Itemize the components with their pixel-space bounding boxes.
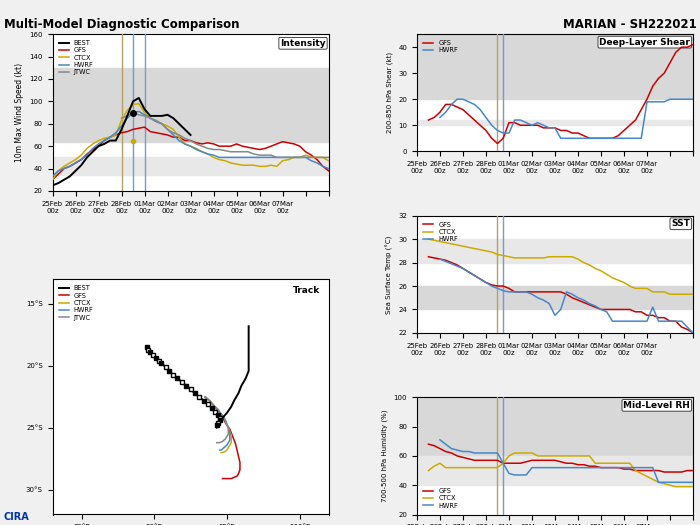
Y-axis label: Sea Surface Temp (°C): Sea Surface Temp (°C) xyxy=(386,235,393,313)
Text: MARIAN - SH222021: MARIAN - SH222021 xyxy=(563,18,696,31)
Legend: GFS, CTCX, HWRF: GFS, CTCX, HWRF xyxy=(420,485,461,511)
Y-axis label: 200-850 hPa Shear (kt): 200-850 hPa Shear (kt) xyxy=(386,52,393,133)
Text: Deep-Layer Shear: Deep-Layer Shear xyxy=(599,38,690,47)
Bar xyxy=(417,456,693,485)
Y-axis label: 10m Max Wind Speed (kt): 10m Max Wind Speed (kt) xyxy=(15,63,24,162)
Text: Multi-Model Diagnostic Comparison: Multi-Model Diagnostic Comparison xyxy=(4,18,239,31)
Text: Track: Track xyxy=(293,286,321,295)
Legend: GFS, CTCX, HWRF: GFS, CTCX, HWRF xyxy=(420,219,461,245)
Bar xyxy=(52,158,328,175)
Bar xyxy=(417,239,693,262)
Text: Mid-Level RH: Mid-Level RH xyxy=(624,401,690,410)
Bar xyxy=(417,120,693,125)
Bar xyxy=(417,397,693,456)
Legend: BEST, GFS, CTCX, HWRF, JTWC: BEST, GFS, CTCX, HWRF, JTWC xyxy=(56,37,97,78)
Text: SST: SST xyxy=(671,219,690,228)
Legend: BEST, GFS, CTCX, HWRF, JTWC: BEST, GFS, CTCX, HWRF, JTWC xyxy=(56,282,97,323)
Y-axis label: 700-500 hPa Humidity (%): 700-500 hPa Humidity (%) xyxy=(382,410,388,502)
Bar xyxy=(52,68,328,142)
Legend: GFS, HWRF: GFS, HWRF xyxy=(420,37,461,56)
Text: Intensity: Intensity xyxy=(280,39,326,48)
Bar xyxy=(417,286,693,309)
Bar xyxy=(417,34,693,99)
Text: CIRA: CIRA xyxy=(4,512,29,522)
